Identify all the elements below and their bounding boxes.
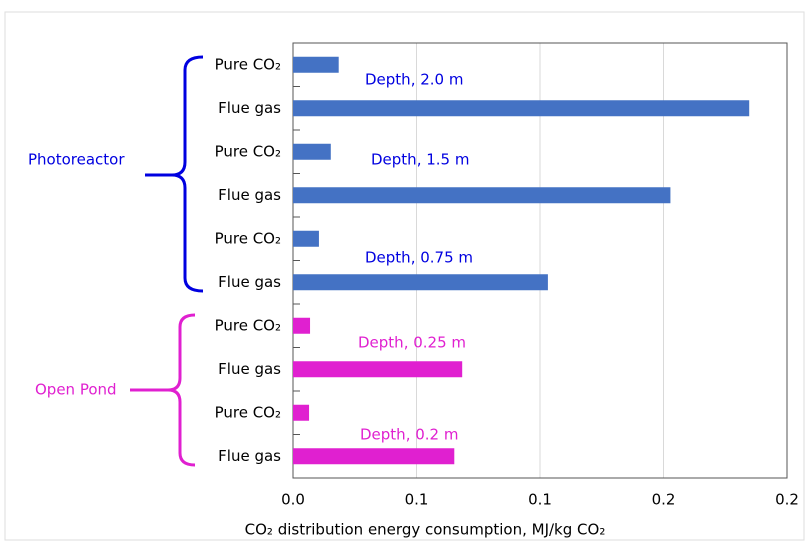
annotation: Open Pond	[35, 381, 117, 399]
open-pond-brace	[167, 313, 196, 467]
y-tick-label: Flue gas	[218, 186, 281, 204]
outer-frame	[4, 11, 805, 541]
x-axis-label: CO₂ distribution energy consumption, MJ/…	[245, 521, 606, 539]
bar	[293, 100, 750, 117]
photoreactor-brace	[171, 55, 204, 293]
y-tick-label: Flue gas	[218, 273, 281, 291]
x-tick-label: 0.1	[528, 491, 552, 509]
bar	[293, 317, 311, 334]
annotation: Photoreactor	[28, 151, 125, 169]
bar	[293, 143, 331, 160]
bar	[293, 230, 319, 247]
x-tick-label: 0.1	[405, 491, 429, 509]
y-tick-label: Flue gas	[218, 360, 281, 378]
annotation: Depth, 0.2 m	[360, 426, 458, 444]
y-tick-label: Pure CO₂	[215, 316, 281, 334]
y-tick-label: Pure CO₂	[215, 55, 281, 73]
annotation: Depth, 1.5 m	[371, 151, 469, 169]
x-tick-label: 0.2	[652, 491, 676, 509]
y-tick-label: Pure CO₂	[215, 142, 281, 160]
bar	[293, 361, 463, 378]
y-tick-label: Flue gas	[218, 447, 281, 465]
x-tick-label: 0.0	[281, 491, 305, 509]
annotation: Depth, 2.0 m	[365, 71, 463, 89]
annotation: Depth, 0.25 m	[358, 334, 466, 352]
x-tick-label: 0.2	[775, 491, 799, 509]
bar	[293, 56, 339, 73]
bar	[293, 448, 455, 465]
annotation: Depth, 0.75 m	[365, 249, 473, 267]
y-tick-label: Flue gas	[218, 99, 281, 117]
bar	[293, 187, 671, 204]
bar	[293, 274, 548, 291]
bar	[293, 404, 310, 421]
y-tick-label: Pure CO₂	[215, 403, 281, 421]
y-tick-label: Pure CO₂	[215, 229, 281, 247]
